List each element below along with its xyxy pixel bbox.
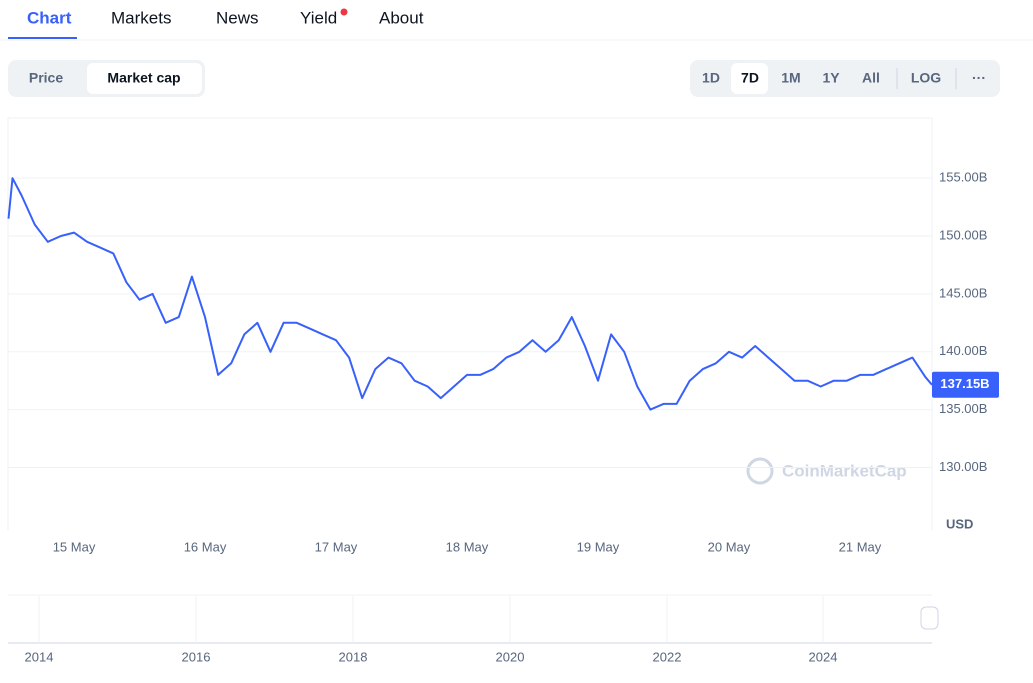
range-active bbox=[731, 63, 768, 94]
watermark: CoinMarketCap bbox=[782, 461, 907, 480]
x-tick-label: 19 May bbox=[577, 539, 620, 554]
navigator-year: 2020 bbox=[496, 649, 525, 664]
navigator-year: 2022 bbox=[653, 649, 682, 664]
x-tick-label: 16 May bbox=[184, 539, 227, 554]
range-button[interactable]: ··· bbox=[972, 70, 986, 86]
navigator-year: 2024 bbox=[809, 649, 838, 664]
nav-tab[interactable]: About bbox=[379, 8, 424, 27]
nav-tab[interactable]: Yield bbox=[300, 8, 337, 27]
navigator-year: 2018 bbox=[339, 649, 368, 664]
y-tick-label: 150.00B bbox=[939, 227, 987, 242]
range-button[interactable]: LOG bbox=[911, 70, 941, 86]
navigator-year: 2016 bbox=[182, 649, 211, 664]
y-tick-label: 140.00B bbox=[939, 343, 987, 358]
navigator-year: 2014 bbox=[25, 649, 54, 664]
range-button[interactable]: 1M bbox=[781, 70, 800, 86]
y-tick-label: 145.00B bbox=[939, 285, 987, 300]
x-tick-label: 15 May bbox=[53, 539, 96, 554]
y-tick-label: 135.00B bbox=[939, 401, 987, 416]
range-button[interactable]: 1Y bbox=[822, 70, 840, 86]
nav-tab[interactable]: Chart bbox=[27, 8, 72, 27]
watermark-logo bbox=[746, 457, 774, 485]
x-tick-label: 20 May bbox=[708, 539, 751, 554]
current-value-label: 137.15B bbox=[940, 376, 989, 391]
navigator-handle[interactable] bbox=[920, 606, 939, 630]
range-button[interactable]: 7D bbox=[741, 70, 759, 86]
y-tick-label: 155.00B bbox=[939, 170, 987, 185]
x-tick-label: 18 May bbox=[446, 539, 489, 554]
nav-tab[interactable]: Markets bbox=[111, 8, 171, 27]
x-tick-label: 21 May bbox=[839, 539, 882, 554]
price-line bbox=[7, 177, 933, 411]
x-tick-label: 17 May bbox=[315, 539, 358, 554]
toggle-button[interactable]: Price bbox=[29, 70, 63, 86]
range-button[interactable]: 1D bbox=[702, 70, 720, 86]
y-tick-label: 130.00B bbox=[939, 459, 987, 474]
notification-dot bbox=[340, 8, 348, 16]
current-value-badge bbox=[932, 371, 999, 398]
currency-label: USD bbox=[946, 516, 973, 531]
active-tab-underline bbox=[8, 37, 77, 39]
toggle-button[interactable]: Market cap bbox=[107, 70, 180, 86]
toggle-active bbox=[87, 63, 202, 94]
range-button[interactable]: All bbox=[862, 70, 880, 86]
nav-tab[interactable]: News bbox=[216, 8, 259, 27]
